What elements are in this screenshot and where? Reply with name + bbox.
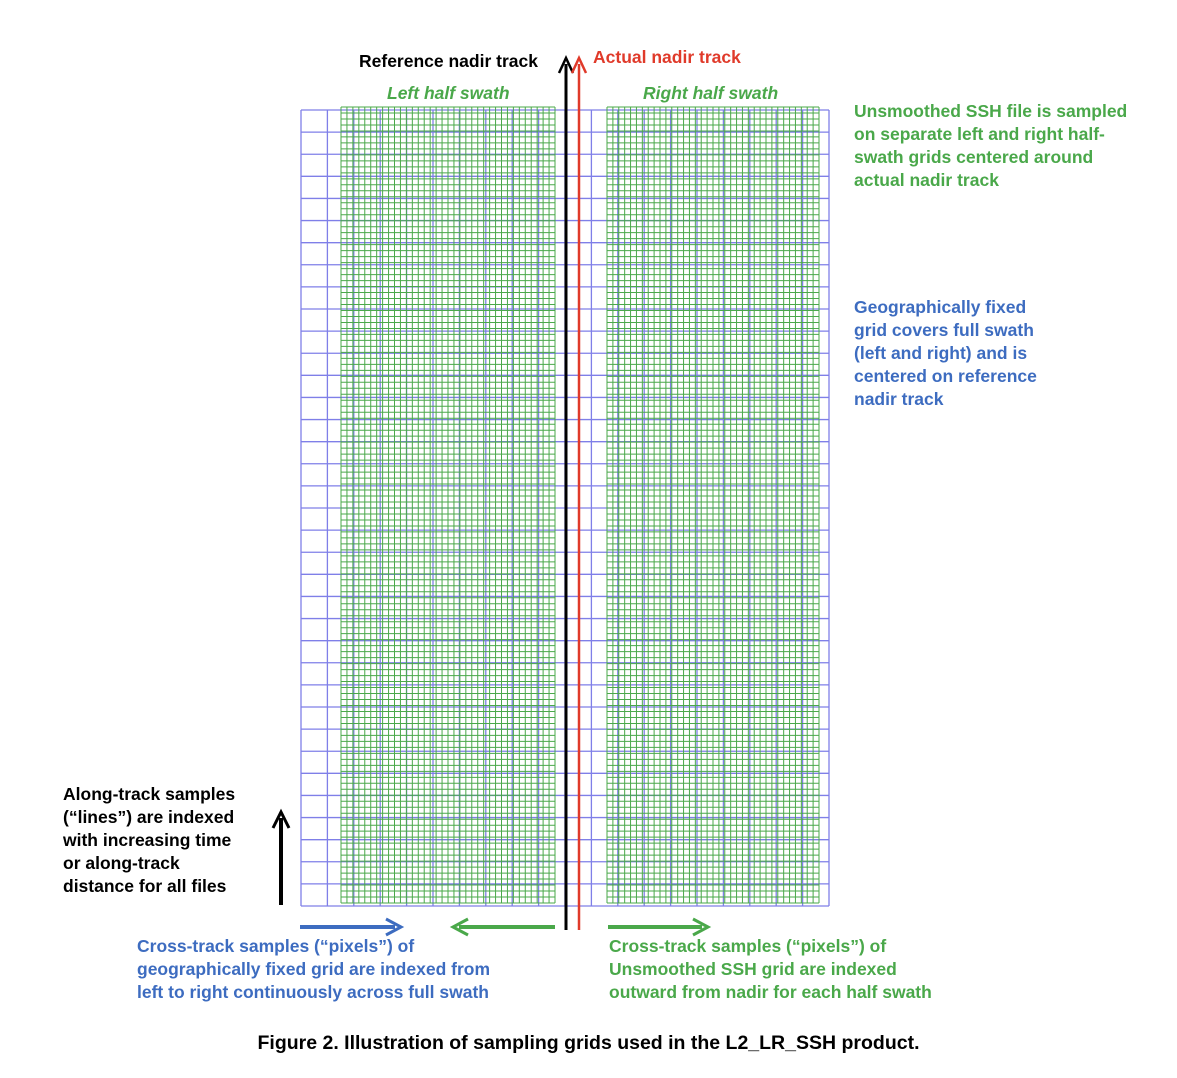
cross-track-geographic-note: Cross-track samples (“pixels”) of geogra… [137,935,490,1004]
left-half-swath-grid [340,106,556,904]
along-track-note: Along-track samples (“lines”) are indexe… [63,783,235,898]
note-line: Cross-track samples (“pixels”) of [609,936,887,956]
left-half-swath-label: Left half swath [387,83,510,103]
note-line: left to right continuously across full s… [137,982,489,1002]
cross-track-green-right-arrow [608,917,712,937]
note-line: centered on reference [854,366,1037,386]
note-line: (“lines”) are indexed [63,807,235,827]
note-line: actual nadir track [854,170,999,190]
right-half-swath-label: Right half swath [643,83,779,103]
reference-nadir-track-label: Reference nadir track [359,51,538,71]
note-line: distance for all files [63,876,227,896]
cross-track-unsmoothed-note: Cross-track samples (“pixels”) of Unsmoo… [609,935,932,1004]
note-line: or along-track [63,853,180,873]
cross-track-blue-arrow [300,917,405,937]
actual-nadir-track-label: Actual nadir track [593,47,741,67]
actual-nadir-track-arrow [570,55,588,930]
note-line: Geographically fixed [854,297,1027,317]
geographic-grid-note: Geographically fixed grid covers full sw… [854,296,1037,411]
note-line: grid covers full swath [854,320,1034,340]
note-line: Unsmoothed SSH file is sampled [854,101,1128,121]
note-line: swath grids centered around [854,147,1094,167]
note-line: outward from nadir for each half swath [609,982,932,1002]
along-track-arrow [271,808,291,905]
note-line: with increasing time [63,830,232,850]
reference-nadir-track-arrow [557,55,575,930]
right-half-swath-grid [606,106,820,904]
cross-track-green-left-arrow [449,917,555,937]
note-line: Unsmoothed SSH grid are indexed [609,959,897,979]
note-line: (left and right) and is [854,343,1028,363]
note-line: Along-track samples [63,784,236,804]
unsmoothed-grid-note: Unsmoothed SSH file is sampled on separa… [854,100,1127,192]
note-line: on separate left and right half- [854,124,1105,144]
note-line: Cross-track samples (“pixels”) of [137,936,415,956]
note-line: geographically fixed grid are indexed fr… [137,959,491,979]
note-line: nadir track [854,389,944,409]
figure-caption: Figure 2. Illustration of sampling grids… [257,1032,920,1054]
